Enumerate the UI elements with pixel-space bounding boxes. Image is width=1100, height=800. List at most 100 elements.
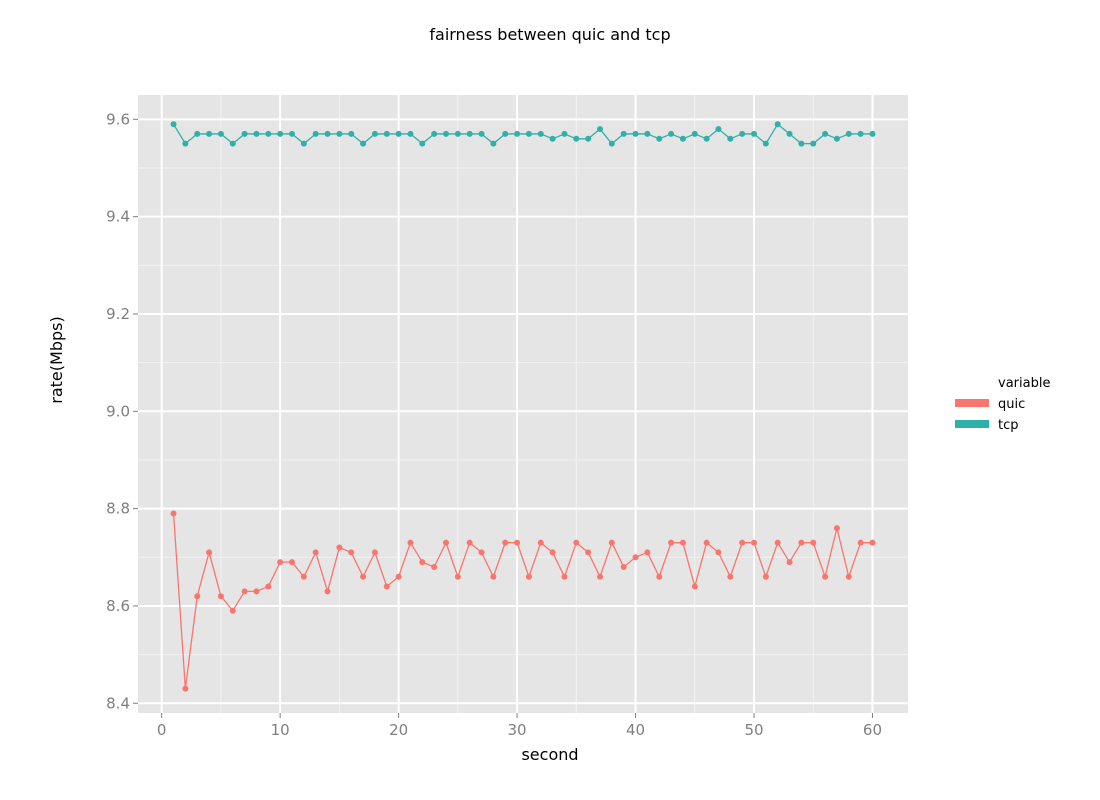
data-point-quic — [715, 549, 722, 556]
legend-title: variable — [998, 376, 1050, 391]
data-point-tcp — [182, 140, 189, 147]
data-point-quic — [194, 593, 201, 600]
data-point-quic — [668, 539, 675, 546]
data-point-quic — [419, 559, 426, 566]
data-point-tcp — [324, 130, 331, 137]
y-tick-label: 9.4 — [106, 208, 130, 226]
data-point-tcp — [679, 135, 686, 142]
data-point-tcp — [786, 130, 793, 137]
data-point-tcp — [691, 130, 698, 137]
data-point-tcp — [632, 130, 639, 137]
data-point-tcp — [845, 130, 852, 137]
data-point-quic — [727, 573, 734, 580]
data-point-quic — [857, 539, 864, 546]
data-point-quic — [845, 573, 852, 580]
data-point-quic — [656, 573, 663, 580]
data-point-quic — [206, 549, 213, 556]
data-point-quic — [620, 564, 627, 571]
x-tick-label: 50 — [744, 721, 763, 739]
data-point-tcp — [869, 130, 876, 137]
data-point-tcp — [194, 130, 201, 137]
data-point-quic — [371, 549, 378, 556]
data-point-tcp — [431, 130, 438, 137]
data-point-tcp — [336, 130, 343, 137]
chart-title: fairness between quic and tcp — [429, 25, 670, 44]
data-point-tcp — [241, 130, 248, 137]
data-point-tcp — [312, 130, 319, 137]
data-point-tcp — [739, 130, 746, 137]
data-point-tcp — [537, 130, 544, 137]
legend: variable quic tcp — [955, 376, 1050, 433]
data-point-tcp — [833, 135, 840, 142]
data-point-tcp — [656, 135, 663, 142]
data-point-quic — [431, 564, 438, 571]
data-point-quic — [443, 539, 449, 546]
data-point-quic — [585, 549, 592, 556]
x-axis: 0 10 20 30 40 50 60 — [157, 713, 882, 739]
data-point-quic — [597, 573, 603, 580]
data-point-tcp — [466, 130, 473, 137]
legend-label-tcp: tcp — [998, 418, 1019, 433]
data-point-tcp — [525, 130, 532, 137]
data-point-quic — [241, 588, 248, 595]
minor-grid — [138, 95, 908, 713]
y-tick-label: 8.6 — [106, 597, 130, 615]
data-point-quic — [182, 685, 189, 692]
data-point-quic — [277, 559, 284, 566]
y-axis: 8.4 8.6 8.8 9.0 9.2 9.4 9.6 — [106, 110, 138, 712]
x-tick-label: 20 — [389, 721, 408, 739]
data-point-tcp — [857, 130, 864, 137]
data-point-tcp — [371, 130, 378, 137]
data-point-tcp — [217, 130, 224, 137]
data-point-quic — [774, 539, 781, 546]
data-point-quic — [525, 573, 532, 580]
plot-panel — [138, 95, 908, 713]
data-point-tcp — [514, 130, 521, 137]
data-point-tcp — [170, 121, 177, 128]
data-point-tcp — [360, 140, 367, 147]
data-point-quic — [466, 539, 473, 546]
data-point-tcp — [253, 130, 260, 137]
data-point-tcp — [573, 135, 580, 142]
data-point-quic — [561, 573, 568, 580]
data-point-quic — [265, 583, 272, 590]
data-point-quic — [822, 573, 829, 580]
data-point-quic — [514, 539, 521, 546]
data-point-quic — [679, 539, 686, 546]
data-point-quic — [383, 583, 390, 590]
data-point-quic — [502, 539, 509, 546]
data-point-quic — [573, 539, 580, 546]
data-point-quic — [348, 549, 355, 556]
data-point-tcp — [300, 140, 307, 147]
data-point-quic — [632, 554, 639, 561]
legend-key-quic — [955, 399, 989, 407]
data-point-tcp — [561, 130, 568, 137]
data-point-quic — [786, 559, 793, 566]
data-point-quic — [833, 525, 840, 532]
series-layer — [170, 121, 876, 692]
data-point-quic — [217, 593, 224, 600]
data-point-tcp — [206, 130, 213, 137]
data-point-tcp — [762, 140, 769, 147]
data-point-tcp — [703, 135, 710, 142]
data-point-tcp — [348, 130, 355, 137]
data-point-tcp — [502, 130, 509, 137]
series-tcp — [170, 121, 876, 147]
x-tick-label: 60 — [863, 721, 882, 739]
data-point-quic — [454, 573, 461, 580]
data-point-tcp — [549, 135, 556, 142]
series-quic — [170, 510, 876, 692]
data-point-tcp — [751, 130, 757, 137]
data-point-tcp — [490, 140, 497, 147]
data-point-quic — [608, 539, 615, 546]
data-point-tcp — [810, 140, 817, 147]
legend-key-tcp — [955, 420, 989, 428]
data-point-quic — [751, 539, 757, 546]
data-point-quic — [549, 549, 556, 556]
y-axis-title: rate(Mbps) — [47, 316, 66, 403]
x-tick-label: 10 — [271, 721, 290, 739]
data-point-quic — [324, 588, 331, 595]
data-point-tcp — [774, 121, 781, 128]
data-point-quic — [691, 583, 698, 590]
y-tick-label: 9.0 — [106, 402, 130, 420]
